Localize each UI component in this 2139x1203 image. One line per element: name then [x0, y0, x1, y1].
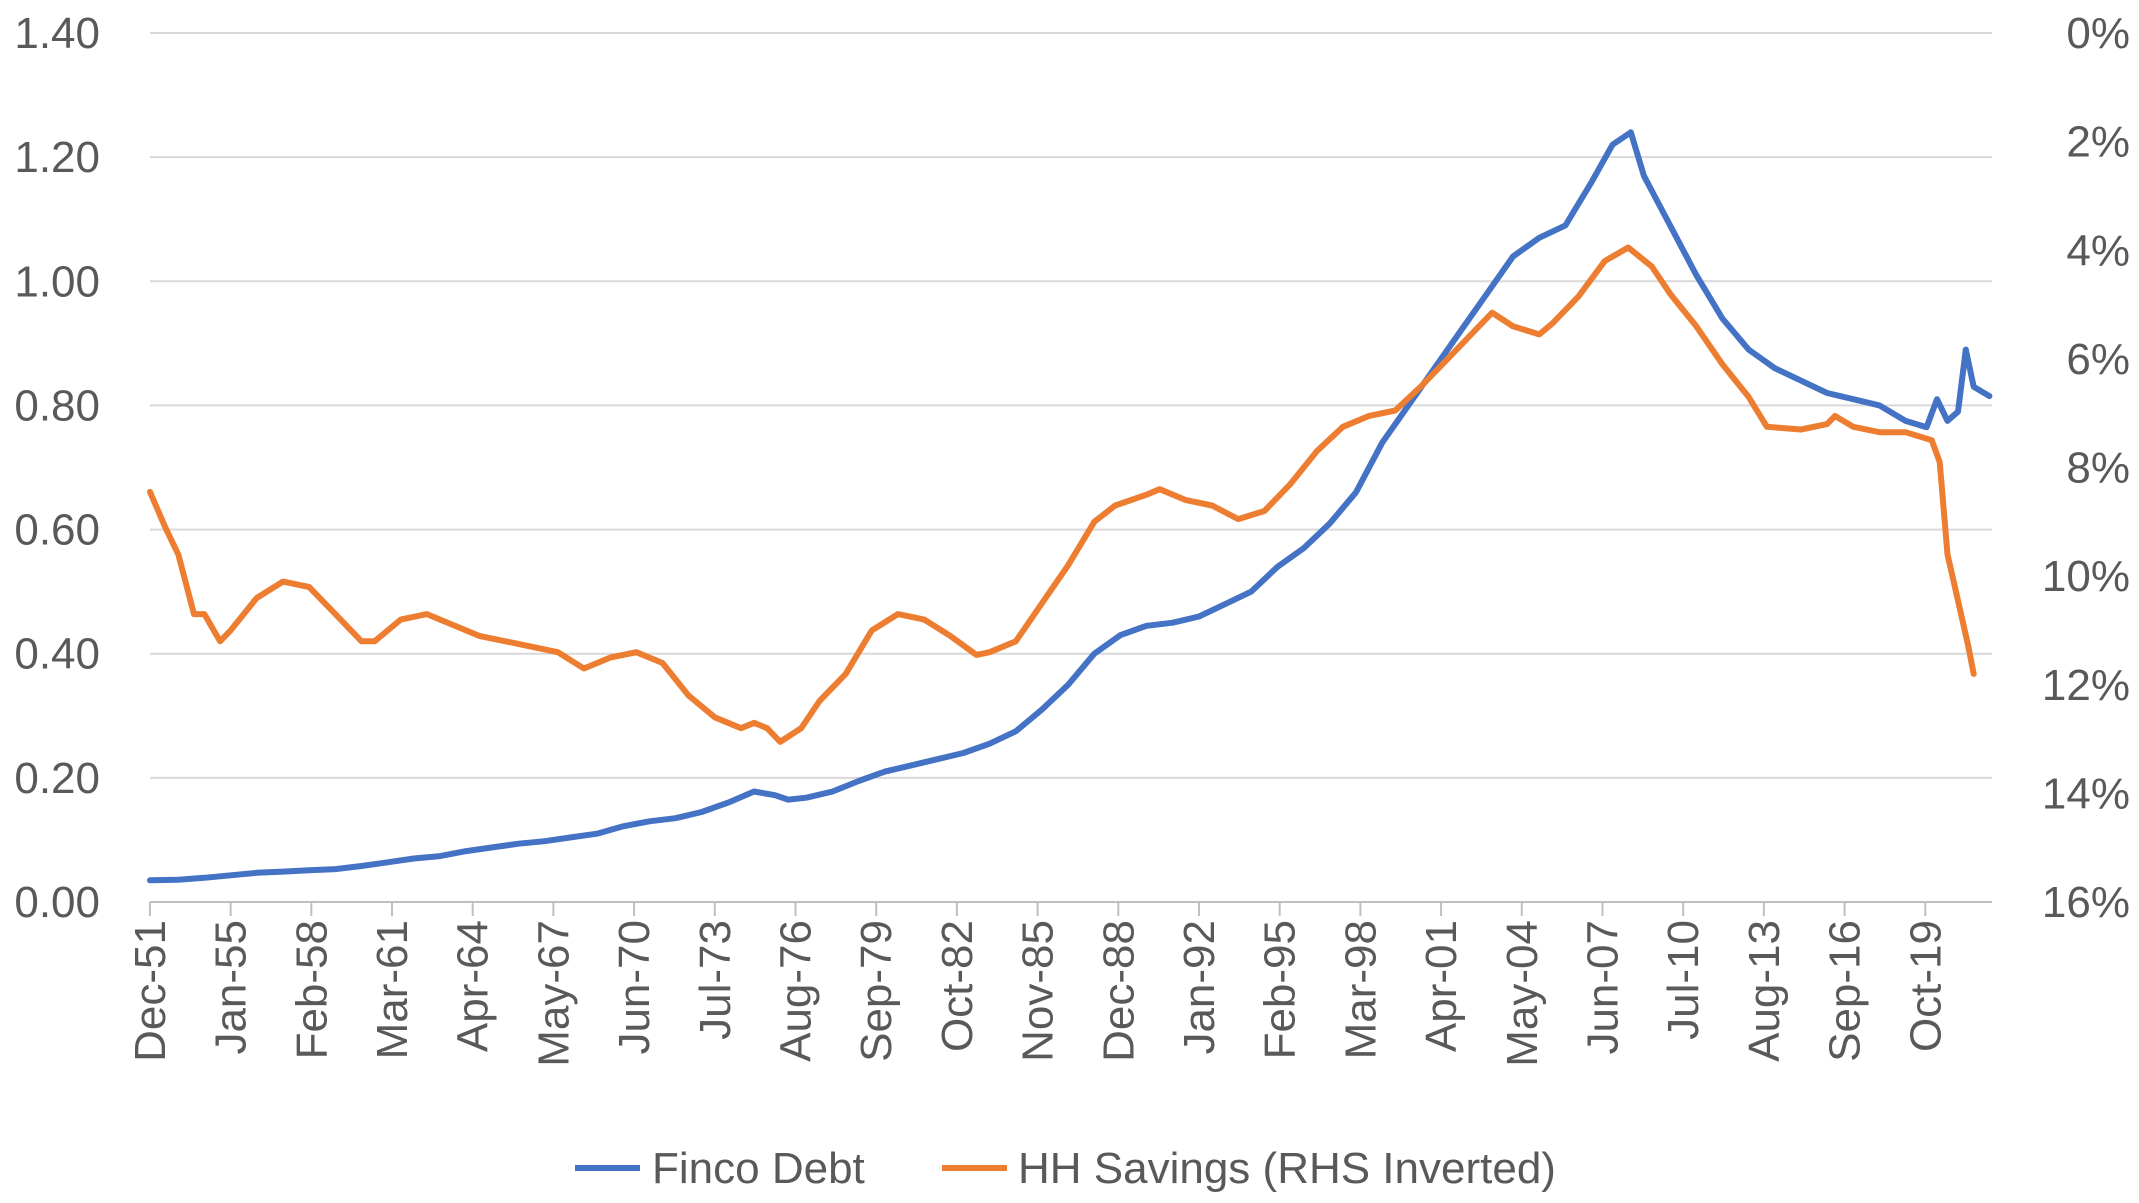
- x-tick-label: Oct-82: [933, 920, 982, 1052]
- series-lines: [147, 129, 1993, 884]
- x-tick-label: Apr-01: [1417, 920, 1466, 1052]
- x-tick-label: May-04: [1498, 920, 1547, 1067]
- x-tick-label: Sep-79: [852, 920, 901, 1062]
- x-tick-label: Apr-64: [449, 920, 498, 1052]
- left-tick-label: 0.80: [14, 381, 100, 430]
- left-tick-label: 0.20: [14, 754, 100, 803]
- right-tick-label: 6%: [2066, 335, 2130, 384]
- x-tick-label: Dec-51: [126, 920, 175, 1062]
- left-y-axis: 0.00 0.20 0.40 0.60 0.80 1.00 1.20 1.40: [14, 9, 100, 927]
- gridlines: [150, 32, 1992, 903]
- x-tick-label: Feb-95: [1256, 920, 1305, 1059]
- x-tick-label: Jan-55: [207, 920, 256, 1055]
- x-tick-label: Aug-13: [1740, 920, 1789, 1062]
- x-tick-label: Feb-58: [287, 920, 336, 1059]
- x-tick-label: Jul-73: [691, 920, 740, 1040]
- right-tick-label: 10%: [2042, 552, 2130, 601]
- x-tick-label: Aug-76: [771, 920, 820, 1062]
- x-tick-label: Mar-98: [1336, 920, 1385, 1059]
- left-tick-label: 1.00: [14, 257, 100, 306]
- right-tick-label: 0%: [2066, 9, 2130, 58]
- legend-label-hh-savings: HH Savings (RHS Inverted): [1018, 1144, 1556, 1193]
- x-tick-label: May-67: [529, 920, 578, 1067]
- right-y-axis: 0% 2% 4% 6% 8% 10% 12% 14% 16%: [2042, 9, 2130, 927]
- left-tick-label: 0.40: [14, 630, 100, 679]
- right-tick-label: 14%: [2042, 769, 2130, 818]
- left-tick-label: 0.60: [14, 506, 100, 555]
- right-tick-label: 4%: [2066, 226, 2130, 275]
- x-tick-label: Jan-92: [1175, 920, 1224, 1055]
- right-tick-label: 16%: [2042, 878, 2130, 927]
- left-tick-label: 1.20: [14, 133, 100, 182]
- right-tick-label: 12%: [2042, 661, 2130, 710]
- x-tick-label: Nov-85: [1014, 920, 1063, 1062]
- x-tick-label: Jul-10: [1659, 920, 1708, 1040]
- x-tick-label: Oct-19: [1901, 920, 1950, 1052]
- legend: Finco Debt HH Savings (RHS Inverted): [575, 1144, 1556, 1193]
- right-tick-label: 8%: [2066, 444, 2130, 493]
- x-axis: Dec-51 Jan-55 Feb-58 Mar-61 Apr-64 May-67 Jun-…: [126, 901, 1992, 1067]
- series-line-1: [147, 244, 1977, 745]
- left-tick-label: 1.40: [14, 9, 100, 58]
- x-tick-label: Sep-16: [1821, 920, 1870, 1062]
- x-tick-label: Jun-07: [1578, 920, 1627, 1055]
- x-tick-label: Jun-70: [610, 920, 659, 1055]
- left-tick-label: 0.00: [14, 878, 100, 927]
- legend-label-finco-debt: Finco Debt: [652, 1144, 865, 1193]
- series-line-0: [147, 129, 1993, 884]
- x-tick-label: Mar-61: [368, 920, 417, 1059]
- x-tick-label: Dec-88: [1094, 920, 1143, 1062]
- right-tick-label: 2%: [2066, 118, 2130, 167]
